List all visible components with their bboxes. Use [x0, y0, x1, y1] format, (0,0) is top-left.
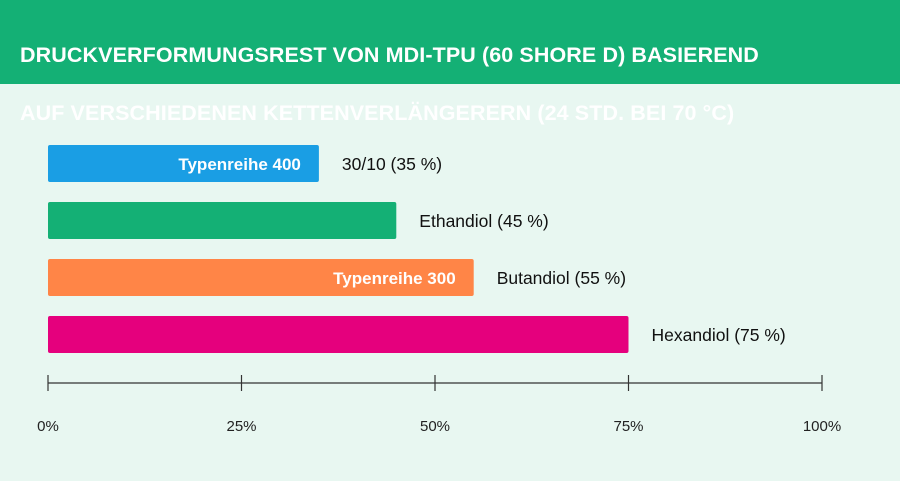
bar-value-label: Ethandiol (45 %) — [419, 211, 548, 231]
x-tick-label: 25% — [226, 418, 256, 435]
x-tick-label: 0% — [37, 418, 59, 435]
bar — [48, 202, 397, 239]
chart-title: DRUCKVERFORMUNGSREST VON MDI-TPU (60 SHO… — [20, 12, 880, 157]
bar — [48, 145, 319, 182]
bar-value-label: Butandiol (55 %) — [497, 268, 626, 288]
chart-title-line-2: AUF VERSCHIEDENEN KETTENVERLÄNGERERN (24… — [20, 101, 735, 125]
bar-inner-label: Typenreihe 300 — [333, 269, 456, 288]
bar — [48, 259, 474, 296]
x-tick-label: 50% — [420, 418, 450, 435]
bar-chart: Typenreihe 400 30/10 (35 %) Ethandiol (45 … — [37, 145, 841, 435]
bar — [48, 316, 629, 353]
bar-value-label: 30/10 (35 %) — [342, 154, 442, 174]
chart-header: DRUCKVERFORMUNGSREST VON MDI-TPU (60 SHO… — [0, 0, 900, 125]
bar-inner-label: Typenreihe 400 — [178, 155, 301, 174]
chart-title-line-1: DRUCKVERFORMUNGSREST VON MDI-TPU (60 SHO… — [20, 43, 759, 67]
x-tick-label: 75% — [613, 418, 643, 435]
bar-value-label: Hexandiol (75 %) — [652, 325, 786, 345]
x-tick-label: 100% — [803, 418, 841, 435]
